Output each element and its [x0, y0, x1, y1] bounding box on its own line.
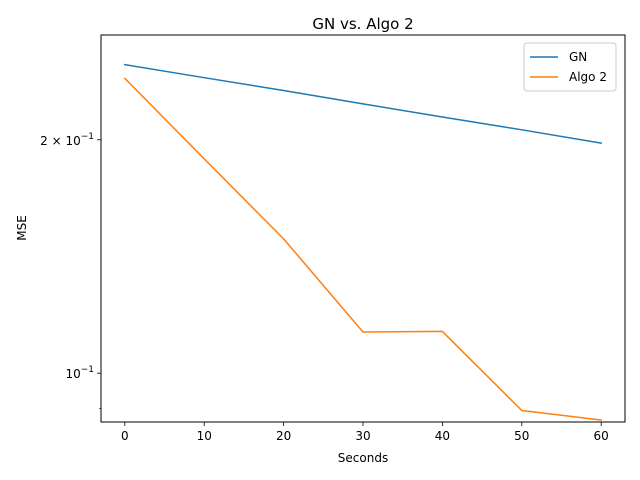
x-axis: 0 10 20 30 40 50 60 [121, 422, 609, 443]
x-tick-label: 30 [355, 429, 370, 443]
legend-label-0: GN [569, 50, 587, 64]
legend-label-1: Algo 2 [569, 70, 607, 84]
y-tick-label: 10−1 [65, 365, 94, 381]
x-tick-label: 40 [435, 429, 450, 443]
x-tick-label: 60 [594, 429, 609, 443]
x-axis-label: Seconds [338, 451, 388, 465]
y-tick-label: 2 × 10−1 [40, 132, 94, 148]
series-line-0 [123, 63, 603, 145]
series-layer [123, 63, 603, 421]
y-axis-label: MSE [15, 215, 29, 241]
series-line-1 [123, 77, 603, 421]
legend-frame [523, 42, 617, 92]
chart-title: GN vs. Algo 2 [312, 15, 413, 33]
x-tick-label: 50 [514, 429, 529, 443]
legend: GN Algo 2 [523, 42, 617, 92]
x-tick-label: 10 [197, 429, 212, 443]
x-tick-label: 20 [276, 429, 291, 443]
x-tick-label: 0 [121, 429, 129, 443]
y-axis: 10−1 2 × 10−1 [40, 132, 101, 409]
